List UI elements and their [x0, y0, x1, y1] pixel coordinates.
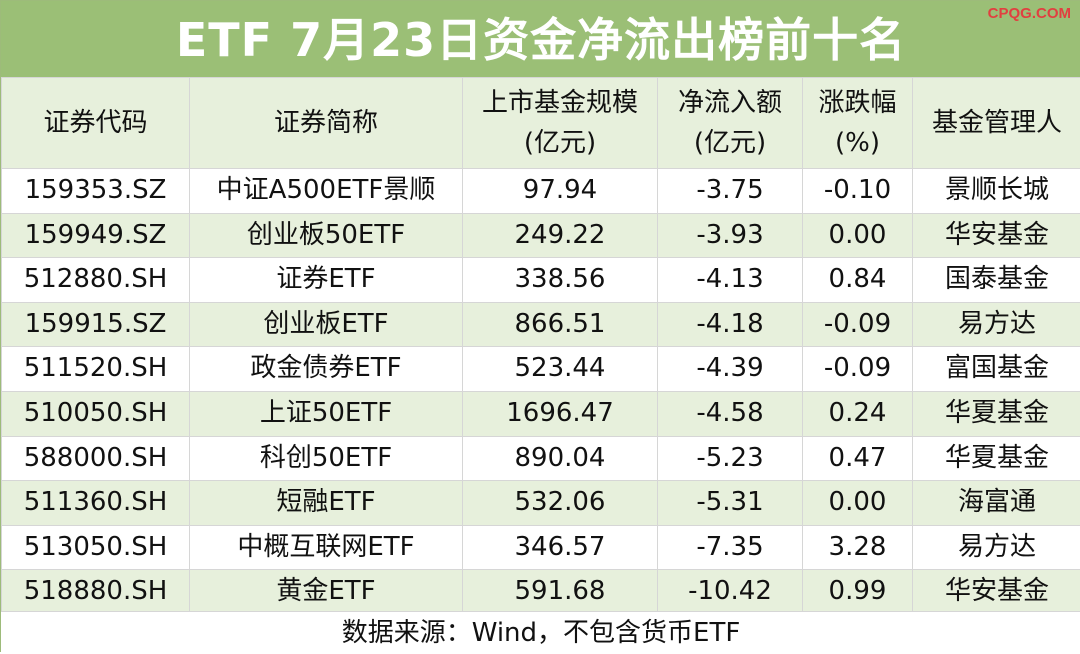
cell-change: -0.09 [803, 302, 913, 347]
cell-manager: 华安基金 [913, 213, 1080, 258]
cell-code: 159353.SZ [2, 169, 190, 214]
cell-change: -0.09 [803, 347, 913, 392]
cell-change: 3.28 [803, 525, 913, 570]
header-code: 证券代码 [2, 78, 190, 169]
header-name: 证券简称 [190, 78, 463, 169]
cell-code: 511360.SH [2, 481, 190, 526]
table-row: 518880.SH 黄金ETF 591.68 -10.42 0.99 华安基金 [2, 570, 1080, 615]
cell-size: 890.04 [463, 436, 658, 481]
table-row: 511360.SH 短融ETF 532.06 -5.31 0.00 海富通 [2, 481, 1080, 526]
cell-change: 0.00 [803, 213, 913, 258]
header-change: 涨跌幅 (%) [803, 78, 913, 169]
table-row: 512880.SH 证券ETF 338.56 -4.13 0.84 国泰基金 [2, 258, 1080, 303]
etf-outflow-table: 证券代码 证券简称 上市基金规模 (亿元) 净流入额 (亿元) 涨跌幅 (%) … [1, 77, 1080, 615]
cell-name: 科创50ETF [190, 436, 463, 481]
cell-change: -0.10 [803, 169, 913, 214]
header-change-line1: 涨跌幅 [803, 83, 912, 123]
cell-flow: -3.93 [658, 213, 803, 258]
watermark: CPQG.COM [988, 5, 1071, 22]
cell-manager: 华安基金 [913, 570, 1080, 615]
cell-flow: -4.13 [658, 258, 803, 303]
cell-manager: 景顺长城 [913, 169, 1080, 214]
cell-size: 97.94 [463, 169, 658, 214]
cell-size: 1696.47 [463, 391, 658, 436]
cell-flow: -4.18 [658, 302, 803, 347]
cell-change: 0.99 [803, 570, 913, 615]
cell-code: 159949.SZ [2, 213, 190, 258]
cell-size: 523.44 [463, 347, 658, 392]
cell-size: 346.57 [463, 525, 658, 570]
table-row: 159949.SZ 创业板50ETF 249.22 -3.93 0.00 华安基… [2, 213, 1080, 258]
cell-code: 511520.SH [2, 347, 190, 392]
cell-manager: 易方达 [913, 302, 1080, 347]
cell-name: 中概互联网ETF [190, 525, 463, 570]
cell-change: 0.24 [803, 391, 913, 436]
cell-name: 黄金ETF [190, 570, 463, 615]
page-title: ETF 7月23日资金净流出榜前十名 [1, 1, 1080, 77]
cell-flow: -5.31 [658, 481, 803, 526]
cell-size: 591.68 [463, 570, 658, 615]
table-row: 510050.SH 上证50ETF 1696.47 -4.58 0.24 华夏基… [2, 391, 1080, 436]
header-flow-line1: 净流入额 [658, 83, 802, 123]
cell-size: 338.56 [463, 258, 658, 303]
cell-flow: -7.35 [658, 525, 803, 570]
header-manager: 基金管理人 [913, 78, 1080, 169]
cell-manager: 易方达 [913, 525, 1080, 570]
cell-code: 518880.SH [2, 570, 190, 615]
cell-flow: -4.58 [658, 391, 803, 436]
table-header-row: 证券代码 证券简称 上市基金规模 (亿元) 净流入额 (亿元) 涨跌幅 (%) … [2, 78, 1080, 169]
cell-size: 249.22 [463, 213, 658, 258]
cell-code: 513050.SH [2, 525, 190, 570]
table-row: 588000.SH 科创50ETF 890.04 -5.23 0.47 华夏基金 [2, 436, 1080, 481]
cell-name: 创业板50ETF [190, 213, 463, 258]
cell-manager: 海富通 [913, 481, 1080, 526]
source-note: 数据来源：Wind，不包含货币ETF [1, 611, 1080, 654]
table-row: 511520.SH 政金债券ETF 523.44 -4.39 -0.09 富国基… [2, 347, 1080, 392]
header-size-line1: 上市基金规模 [463, 83, 657, 123]
cell-flow: -10.42 [658, 570, 803, 615]
cell-size: 532.06 [463, 481, 658, 526]
cell-change: 0.84 [803, 258, 913, 303]
cell-name: 上证50ETF [190, 391, 463, 436]
cell-flow: -4.39 [658, 347, 803, 392]
header-size: 上市基金规模 (亿元) [463, 78, 658, 169]
cell-code: 159915.SZ [2, 302, 190, 347]
cell-name: 中证A500ETF景顺 [190, 169, 463, 214]
header-flow: 净流入额 (亿元) [658, 78, 803, 169]
header-size-line2: (亿元) [463, 123, 657, 163]
table-row: 159353.SZ 中证A500ETF景顺 97.94 -3.75 -0.10 … [2, 169, 1080, 214]
header-flow-line2: (亿元) [658, 123, 802, 163]
cell-manager: 华夏基金 [913, 436, 1080, 481]
table-row: 513050.SH 中概互联网ETF 346.57 -7.35 3.28 易方达 [2, 525, 1080, 570]
cell-flow: -3.75 [658, 169, 803, 214]
header-change-line2: (%) [803, 123, 912, 163]
cell-code: 512880.SH [2, 258, 190, 303]
cell-name: 政金债券ETF [190, 347, 463, 392]
cell-flow: -5.23 [658, 436, 803, 481]
cell-manager: 华夏基金 [913, 391, 1080, 436]
cell-name: 证券ETF [190, 258, 463, 303]
cell-name: 短融ETF [190, 481, 463, 526]
cell-change: 0.47 [803, 436, 913, 481]
cell-manager: 国泰基金 [913, 258, 1080, 303]
cell-code: 588000.SH [2, 436, 190, 481]
table-row: 159915.SZ 创业板ETF 866.51 -4.18 -0.09 易方达 [2, 302, 1080, 347]
cell-name: 创业板ETF [190, 302, 463, 347]
cell-code: 510050.SH [2, 391, 190, 436]
cell-size: 866.51 [463, 302, 658, 347]
cell-change: 0.00 [803, 481, 913, 526]
cell-manager: 富国基金 [913, 347, 1080, 392]
